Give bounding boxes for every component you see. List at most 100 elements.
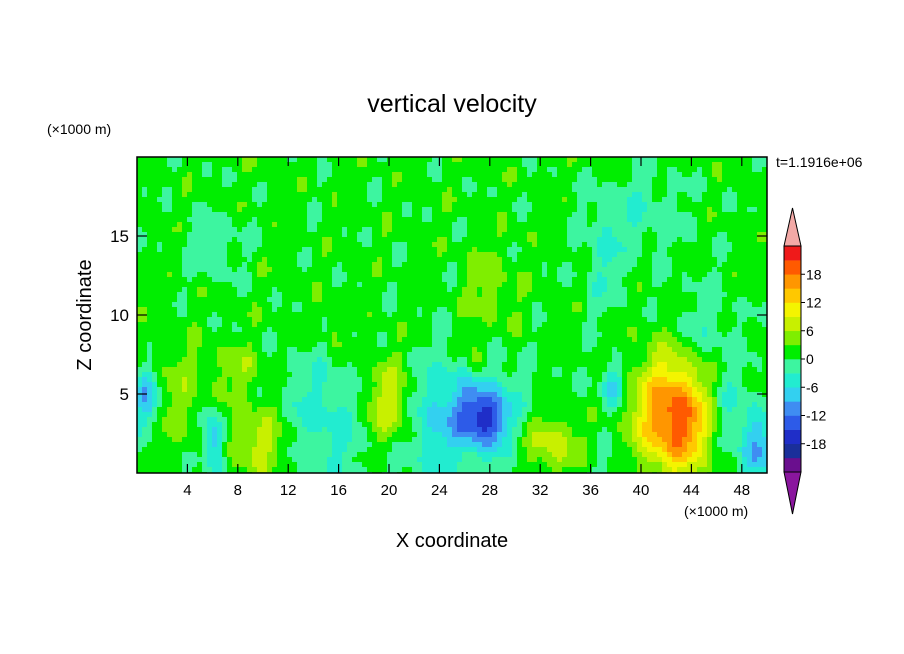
- contour-cell: [327, 157, 333, 163]
- contour-cell: [357, 317, 363, 323]
- contour-cell: [297, 162, 303, 168]
- contour-cell: [252, 242, 258, 248]
- contour-cell: [462, 257, 468, 263]
- contour-cell: [242, 407, 248, 413]
- contour-cell: [447, 272, 453, 278]
- contour-cell: [262, 272, 268, 278]
- contour-cell: [162, 407, 168, 413]
- contour-cell: [282, 237, 288, 243]
- contour-cell: [237, 457, 243, 463]
- contour-cell: [242, 452, 248, 458]
- contour-cell: [177, 452, 183, 458]
- contour-cell: [357, 172, 363, 178]
- contour-cell: [297, 452, 303, 458]
- contour-cell: [172, 307, 178, 313]
- contour-cell: [357, 297, 363, 303]
- contour-cell: [507, 417, 513, 423]
- contour-cell: [292, 322, 298, 328]
- contour-cell: [422, 217, 428, 223]
- contour-cell: [217, 467, 223, 473]
- contour-cell: [392, 257, 398, 263]
- contour-cell: [137, 452, 143, 458]
- contour-cell: [237, 467, 243, 473]
- contour-cell: [317, 262, 323, 268]
- contour-cell: [512, 202, 518, 208]
- contour-cell: [292, 217, 298, 223]
- contour-cell: [362, 382, 368, 388]
- contour-cell: [342, 177, 348, 183]
- contour-cell: [272, 332, 278, 338]
- contour-cell: [267, 452, 273, 458]
- contour-cell: [177, 222, 183, 228]
- contour-cell: [467, 272, 473, 278]
- contour-cell: [402, 422, 408, 428]
- contour-cell: [517, 177, 523, 183]
- contour-cell: [332, 447, 338, 453]
- contour-cell: [427, 317, 433, 323]
- contour-cell: [432, 242, 438, 248]
- contour-cell: [437, 342, 443, 348]
- contour-cell: [332, 312, 338, 318]
- contour-cell: [302, 397, 308, 403]
- contour-cell: [157, 442, 163, 448]
- contour-cell: [347, 322, 353, 328]
- contour-cell: [227, 462, 233, 468]
- contour-cell: [202, 422, 208, 428]
- contour-cell: [522, 292, 528, 298]
- contour-cell: [252, 222, 258, 228]
- contour-cell: [422, 402, 428, 408]
- contour-cell: [242, 342, 248, 348]
- contour-cell: [277, 282, 283, 288]
- contour-cell: [382, 427, 388, 433]
- contour-cell: [507, 232, 513, 238]
- contour-cell: [222, 437, 228, 443]
- contour-cell: [207, 292, 213, 298]
- contour-cell: [447, 292, 453, 298]
- contour-cell: [167, 332, 173, 338]
- contour-cell: [292, 302, 298, 308]
- contour-cell: [322, 357, 328, 363]
- contour-cell: [177, 382, 183, 388]
- contour-cell: [282, 347, 288, 353]
- contour-cell: [352, 227, 358, 233]
- contour-cell: [447, 192, 453, 198]
- contour-cell: [192, 232, 198, 238]
- contour-cell: [382, 407, 388, 413]
- contour-cell: [172, 282, 178, 288]
- contour-cell: [157, 207, 163, 213]
- contour-cell: [402, 192, 408, 198]
- contour-cell: [142, 292, 148, 298]
- contour-cell: [472, 257, 478, 263]
- contour-cell: [252, 447, 258, 453]
- contour-cell: [397, 172, 403, 178]
- contour-cell: [162, 222, 168, 228]
- contour-cell: [422, 387, 428, 393]
- contour-cell: [192, 167, 198, 173]
- contour-cell: [142, 467, 148, 473]
- contour-cell: [167, 227, 173, 233]
- contour-cell: [197, 237, 203, 243]
- contour-cell: [352, 437, 358, 443]
- contour-cell: [377, 457, 383, 463]
- contour-cell: [442, 257, 448, 263]
- contour-cell: [197, 362, 203, 368]
- contour-cell: [247, 157, 253, 163]
- contour-cell: [222, 237, 228, 243]
- contour-cell: [492, 427, 498, 433]
- contour-cell: [217, 352, 223, 358]
- contour-cell: [472, 172, 478, 178]
- contour-cell: [312, 452, 318, 458]
- contour-cell: [277, 302, 283, 308]
- contour-cell: [487, 417, 493, 423]
- contour-cell: [257, 222, 263, 228]
- contour-cell: [222, 187, 228, 193]
- contour-cell: [477, 232, 483, 238]
- contour-cell: [467, 437, 473, 443]
- contour-cell: [447, 187, 453, 193]
- contour-cell: [477, 252, 483, 258]
- contour-cell: [332, 292, 338, 298]
- contour-cell: [342, 462, 348, 468]
- contour-cell: [272, 187, 278, 193]
- contour-cell: [192, 362, 198, 368]
- contour-cell: [517, 162, 523, 168]
